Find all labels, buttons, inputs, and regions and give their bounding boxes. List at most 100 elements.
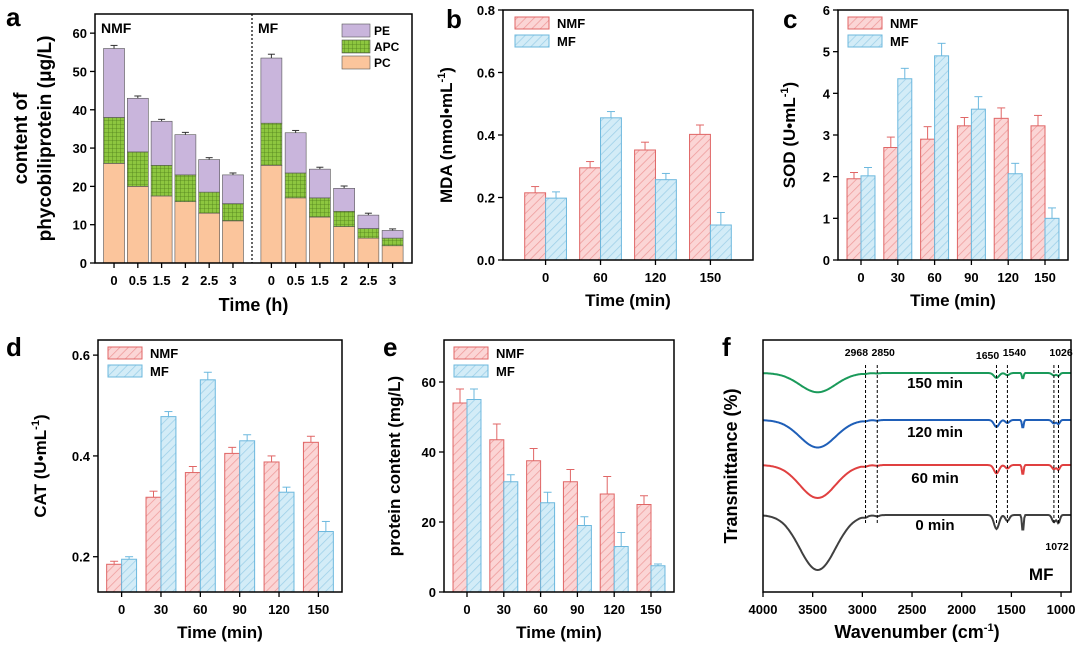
y-tick-label: 40 (422, 445, 436, 460)
x-tick-label: 3 (389, 273, 396, 288)
bar-segment-apc (174, 174, 197, 203)
panel-b: 0.0 0.2 0.4 0.6 0.8 0 60 120 150 NMF MF Time (min) M… (436, 3, 754, 310)
series-label-120-min: 120 min (907, 424, 963, 441)
y-tick-label: 40 (73, 103, 87, 118)
x-tick-label: 150 (700, 270, 722, 285)
bar-mf (650, 565, 666, 593)
x-tick-label: 60 (927, 270, 941, 285)
x-axis-title: Time (min) (516, 623, 602, 642)
series-label-0-min: 0 min (915, 517, 954, 534)
legend-label-nmf: NMF (150, 346, 178, 361)
legend-label-nmf: NMF (890, 16, 918, 31)
x-tick-label: 120 (645, 270, 667, 285)
bar-segment-pe (222, 174, 244, 204)
legend-swatch-mf (514, 34, 550, 48)
bar-nmf (689, 133, 711, 261)
x-tick-label: 1.5 (311, 273, 329, 288)
bar-segment-pc (333, 226, 355, 264)
x-axis-title: Time (h) (219, 295, 289, 315)
x-tick-label: 0.5 (129, 273, 147, 288)
bar-segment-apc (284, 172, 307, 199)
bar-nmf (599, 493, 615, 593)
x-axis-title: Wavenumber (cm-1) (834, 622, 999, 642)
y-tick-label: 0.2 (477, 191, 495, 206)
bar-mf (540, 502, 556, 593)
bar-mf (278, 491, 295, 593)
bar-segment-pe (284, 132, 307, 174)
y-tick-label: 6 (823, 3, 830, 18)
bar-nmf (993, 117, 1009, 261)
peak-label: 1540 (1003, 347, 1027, 359)
bar-segment-apc (333, 210, 355, 227)
legend-swatch-mf (453, 364, 489, 378)
y-axis-title: protein content (mg/L) (385, 376, 404, 556)
y-axis-title-line-2: phycobiliprotein (μg/L) (35, 36, 56, 242)
y-tick-label: 0 (429, 585, 436, 600)
y-tick-label: 20 (73, 179, 87, 194)
bar-nmf (452, 402, 468, 593)
bar-segment-pe (103, 48, 125, 118)
panel-d: 0.2 0.4 0.6 0 30 60 90 120 150 NMF MF Time (min) CAT… (30, 339, 343, 642)
legend-label-pe: PE (374, 24, 390, 38)
x-tick-label: 4000 (749, 602, 778, 617)
bar-mf (1007, 173, 1023, 261)
x-tick-label: 0 (118, 602, 125, 617)
y-tick-label: 3 (823, 128, 830, 143)
x-tick-label: 2.5 (359, 273, 377, 288)
y-tick-label: 0 (823, 253, 830, 268)
bar-segment-pc (284, 197, 307, 264)
bar-segment-pc (309, 216, 331, 264)
y-axis-title: MDA (nmol•mL-1) (436, 67, 456, 203)
bar-mf (199, 379, 216, 593)
bar-segment-apc (198, 191, 220, 214)
x-tick-label: 0 (857, 270, 864, 285)
x-tick-label: 60 (193, 602, 207, 617)
peak-label: 2850 (872, 347, 896, 359)
y-tick-label: 60 (422, 375, 436, 390)
bar-nmf (846, 178, 862, 261)
axes-a-frame (94, 13, 413, 264)
panel-label-d: d (6, 332, 22, 362)
bar-segment-pc (198, 212, 220, 264)
y-tick-label: 5 (823, 45, 830, 60)
bar-nmf (636, 504, 652, 593)
bar-segment-apc (222, 203, 244, 222)
bar-segment-pc (103, 163, 125, 264)
x-tick-label: 90 (232, 602, 246, 617)
axes-c-frame (837, 9, 1069, 261)
x-tick-label: 0 (110, 273, 117, 288)
bar-segment-pc (127, 186, 149, 264)
legend-label-apc: APC (374, 40, 400, 54)
spectrum-line-120-min (763, 419, 1071, 449)
x-tick-label: 0.5 (287, 273, 305, 288)
y-tick-label: 0.6 (477, 66, 495, 81)
bar-segment-apc (127, 151, 149, 187)
spectrum-line-60-min (762, 464, 1071, 500)
bar-nmf (106, 563, 123, 593)
bar-nmf (1030, 125, 1046, 261)
bar-mf (317, 531, 334, 593)
x-tick-label: 2 (182, 273, 189, 288)
bar-mf (654, 179, 677, 261)
bar-segment-pe (260, 57, 283, 124)
x-tick-label: 2 (341, 273, 348, 288)
panel-label-a: a (6, 2, 21, 32)
y-tick-label: 0.2 (72, 550, 90, 565)
bar-mf (576, 525, 592, 593)
bar-segment-pc (222, 220, 244, 264)
bar-nmf (579, 167, 602, 261)
bar-segment-pe (127, 97, 149, 153)
x-tick-label: 90 (964, 270, 978, 285)
y-tick-label: 60 (73, 26, 87, 41)
bar-nmf (184, 472, 201, 593)
bar-mf (709, 224, 732, 261)
y-tick-label: 0.6 (72, 348, 90, 363)
x-tick-label: 90 (570, 602, 584, 617)
legend-label-mf: MF (496, 364, 515, 379)
x-tick-label: 60 (593, 270, 607, 285)
legend-swatch-nmf (453, 346, 489, 360)
bar-segment-pe (357, 214, 380, 229)
y-axis-title-line-1: content of (11, 92, 32, 184)
legend-label-pc: PC (374, 56, 391, 70)
